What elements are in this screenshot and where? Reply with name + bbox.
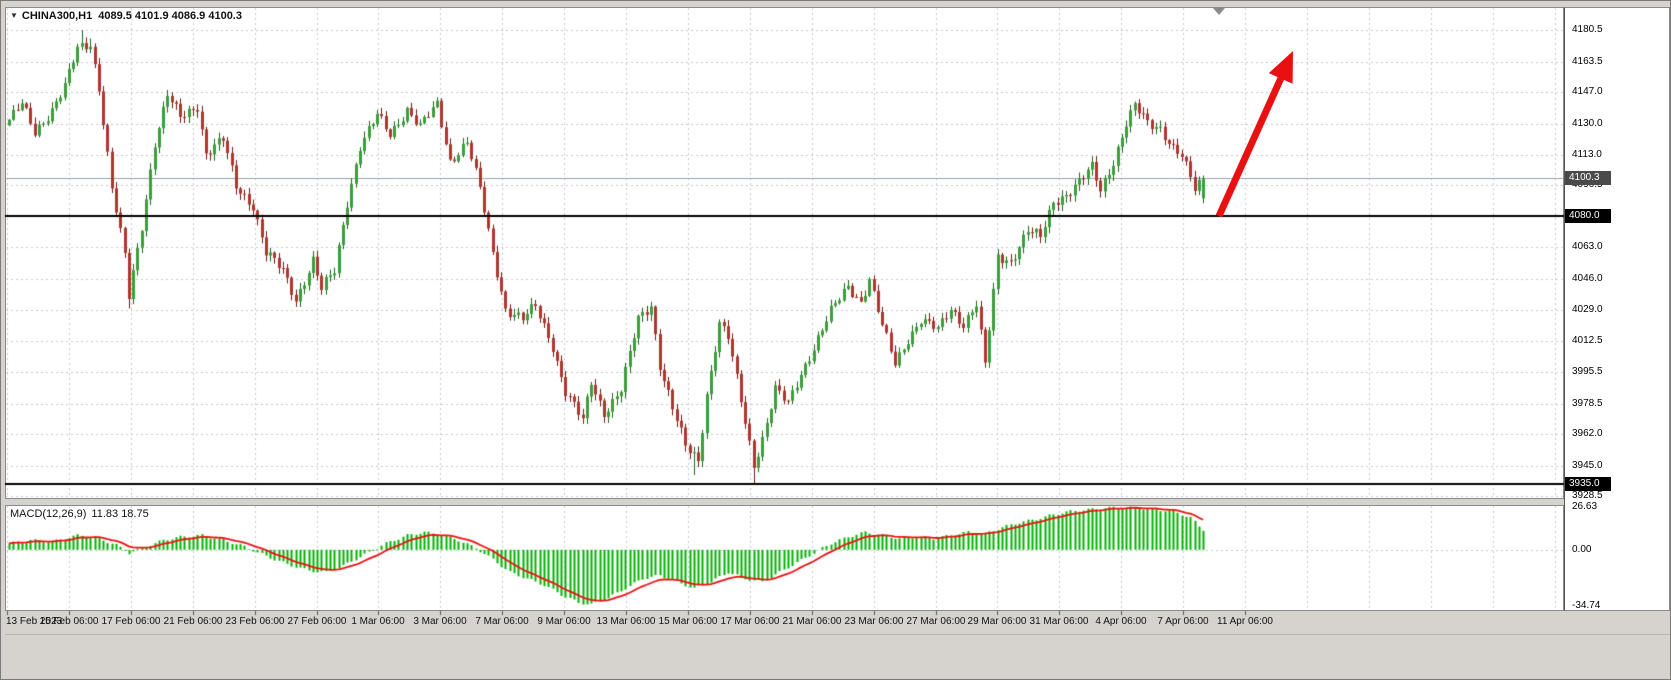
macd-axis-label: 0.00 — [1572, 543, 1592, 555]
price-axis-label: 4063.0 — [1572, 241, 1603, 253]
time-axis-label: 27 Mar 06:00 — [906, 616, 966, 627]
current-price-badge: 4100.3 — [1565, 171, 1611, 185]
support-price-badge: 3935.0 — [1565, 477, 1611, 491]
resistance-price-badge: 4080.0 — [1565, 209, 1611, 223]
trend-arrow-head — [1268, 51, 1293, 84]
time-axis-label: 31 Mar 06:00 — [1029, 616, 1089, 627]
symbol-info: ▼ CHINA300,H1 4089.5 4101.9 4086.9 4100.3 — [10, 10, 242, 22]
price-axis-label: 4029.0 — [1572, 304, 1603, 316]
time-axis-label: 9 Mar 06:00 — [537, 616, 591, 627]
trend-arrow-shaft — [1215, 76, 1285, 218]
price-axis-label: 4163.5 — [1572, 55, 1603, 67]
time-axis-label: 13 Feb 2023 — [6, 616, 63, 627]
macd-values: 11.83 18.75 — [91, 508, 149, 520]
time-axis-label: 17 Mar 06:00 — [720, 616, 780, 627]
time-axis-label: 29 Mar 06:00 — [967, 616, 1027, 627]
price-axis-label: 4180.5 — [1572, 24, 1603, 36]
macd-axis-label: -34.74 — [1572, 599, 1601, 611]
time-axis-label: 11 Apr 06:00 — [1217, 616, 1273, 627]
time-axis-label: 23 Feb 06:00 — [225, 616, 285, 627]
macd-axis-label: 26.63 — [1572, 501, 1598, 513]
chart-shift-marker[interactable] — [1213, 8, 1225, 15]
macd-name: MACD(12,26,9) — [10, 508, 87, 520]
time-axis-label: 21 Mar 06:00 — [782, 616, 842, 627]
symbol-marker-icon: ▼ — [10, 11, 18, 20]
price-axis-label: 4130.0 — [1572, 117, 1603, 129]
time-axis-label: 4 Apr 06:00 — [1095, 616, 1147, 627]
time-axis-label: 13 Mar 06:00 — [596, 616, 656, 627]
price-axis-label: 3928.5 — [1572, 490, 1603, 502]
time-axis-label: 7 Apr 06:00 — [1157, 616, 1209, 627]
price-axis-label: 3978.5 — [1572, 397, 1603, 409]
time-axis-label: 15 Mar 06:00 — [658, 616, 718, 627]
time-axis-label: 3 Mar 06:00 — [413, 616, 467, 627]
time-axis-label: 21 Feb 06:00 — [163, 616, 223, 627]
time-axis-label: 1 Mar 06:00 — [351, 616, 405, 627]
price-axis-label: 4012.5 — [1572, 334, 1603, 346]
symbol-name: CHINA300,H1 — [21, 10, 93, 22]
symbol-ohlc-values: 4089.5 4101.9 4086.9 4100.3 — [98, 10, 242, 22]
macd-indicator-label: MACD(12,26,9) 11.83 18.75 — [10, 508, 149, 520]
price-axis-label: 3945.0 — [1572, 459, 1603, 471]
price-axis-label: 4113.0 — [1572, 148, 1602, 160]
time-axis-label: 23 Mar 06:00 — [844, 616, 904, 627]
price-axis-label: 3995.5 — [1572, 366, 1603, 378]
price-axis-label: 3962.0 — [1572, 428, 1603, 440]
time-axis-label: 17 Feb 06:00 — [101, 616, 161, 627]
price-axis-label: 4046.0 — [1572, 272, 1603, 284]
trend-arrow[interactable] — [1196, 39, 1316, 239]
time-axis-label: 7 Mar 06:00 — [475, 616, 529, 627]
price-axis-label: 4147.0 — [1572, 86, 1603, 98]
time-axis-label: 15 Feb 06:00 — [39, 616, 99, 627]
time-axis-label: 27 Feb 06:00 — [287, 616, 347, 627]
